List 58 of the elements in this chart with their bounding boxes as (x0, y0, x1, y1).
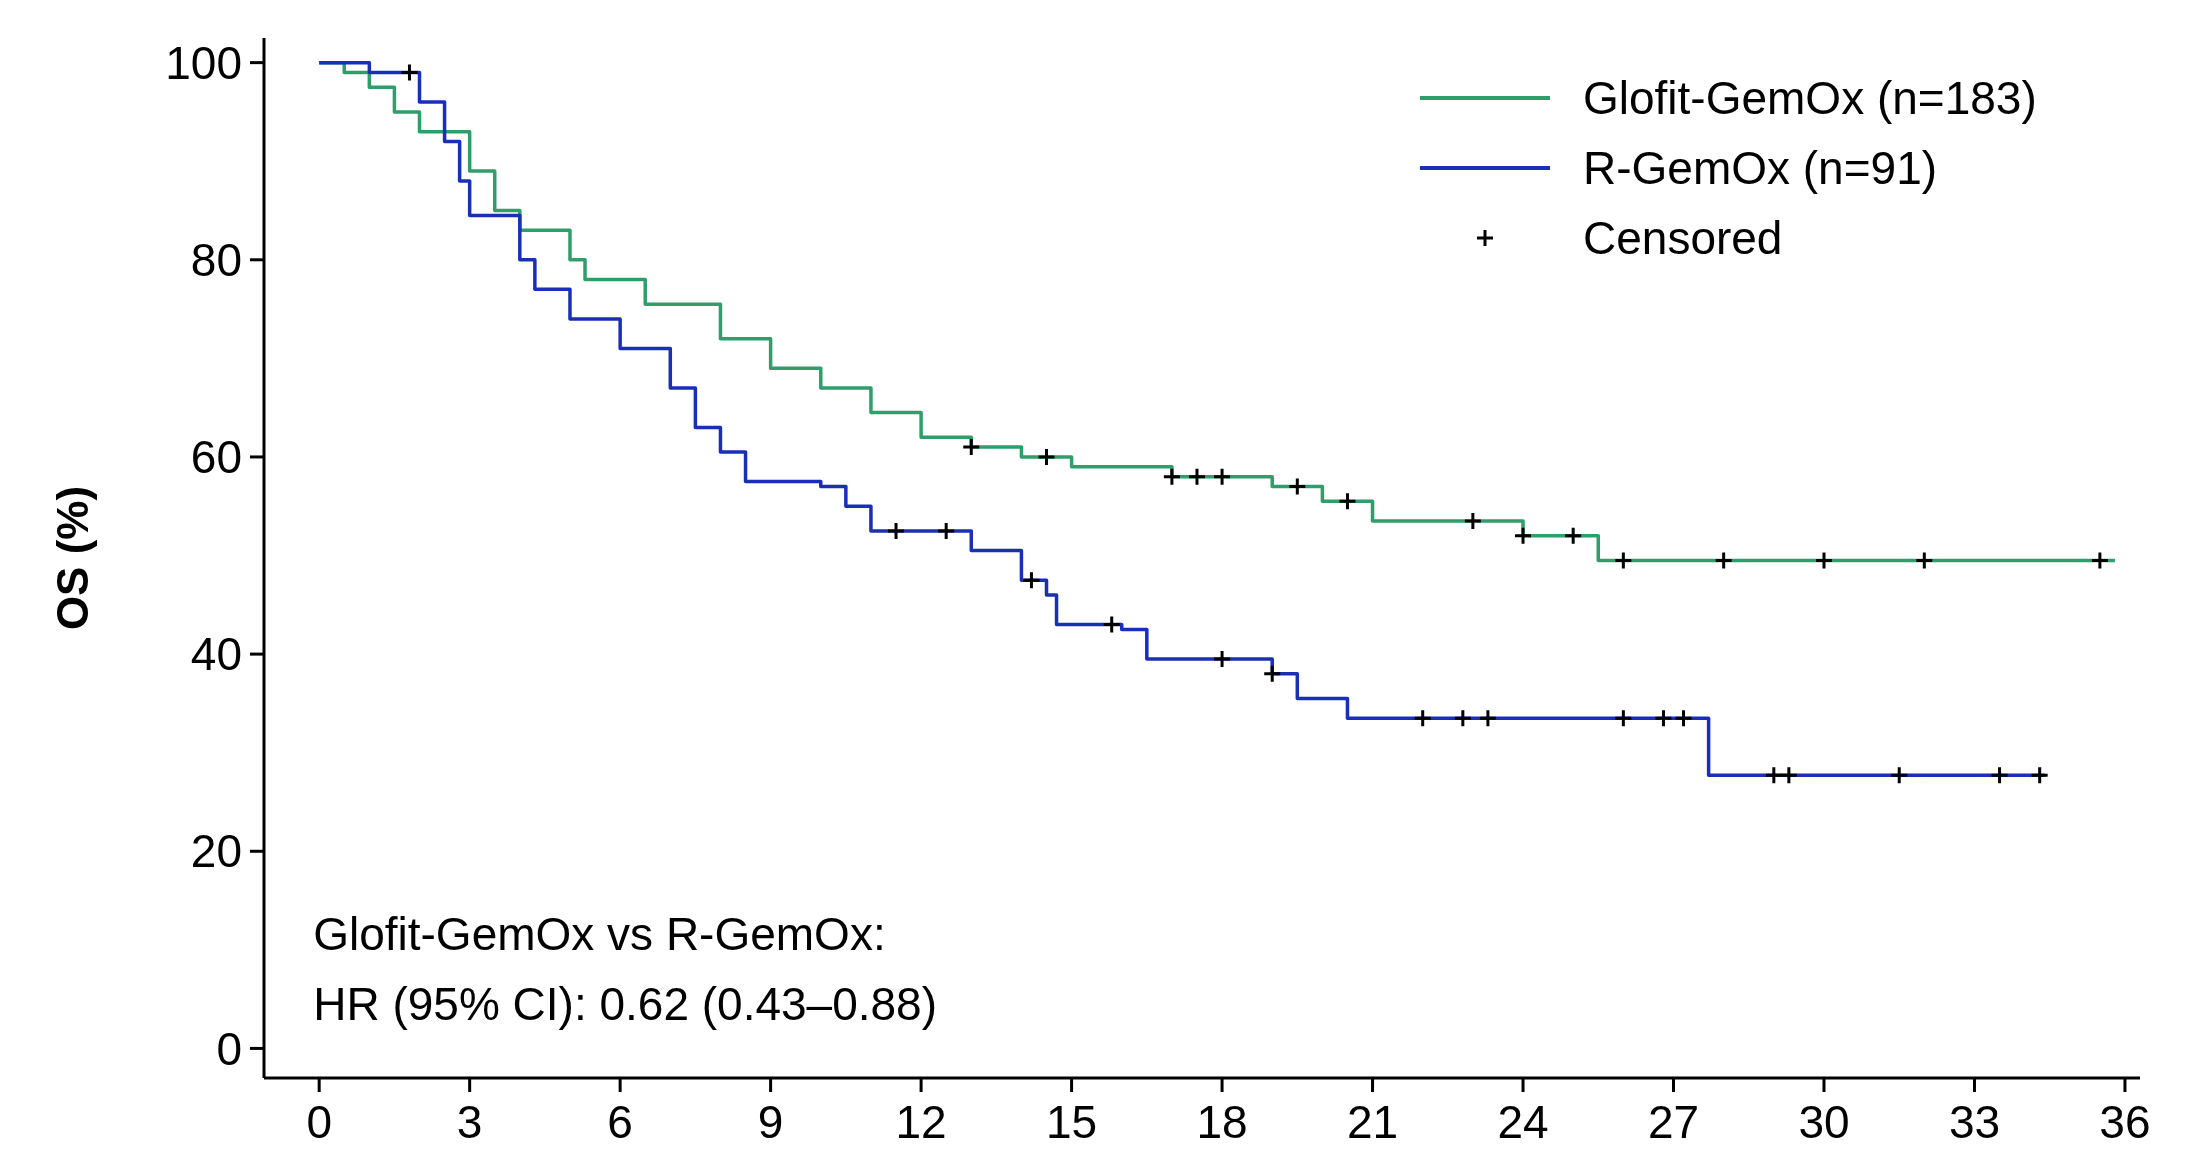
point (1287, 477, 1307, 497)
point (1613, 550, 1633, 570)
y-tick-label: 60 (190, 431, 242, 484)
legend-label: R-GemOx (n=91) (1583, 142, 1938, 195)
point (1453, 708, 1473, 728)
x-tick-label: 0 (306, 1096, 332, 1148)
point (886, 521, 906, 541)
x-tick-label: 36 (2099, 1096, 2151, 1148)
point (1513, 526, 1533, 546)
point (961, 437, 981, 457)
point (1814, 550, 1834, 570)
point (399, 63, 419, 82)
point (1212, 649, 1232, 669)
point (1463, 511, 1483, 531)
x-tick-label: 21 (1346, 1096, 1399, 1148)
point (1337, 491, 1357, 511)
y-axis-title: OS (%) (48, 485, 97, 631)
x-tick-label: 6 (607, 1096, 633, 1148)
point (1037, 447, 1056, 467)
legend-label: Censored (1583, 212, 1783, 265)
point (2030, 765, 2050, 785)
y-tick-label: 80 (190, 233, 242, 286)
x-tick-label: 12 (895, 1096, 947, 1148)
point (1714, 550, 1734, 570)
legend-label: Glofit-GemOx (n=183) (1583, 72, 2037, 125)
point (2090, 550, 2110, 570)
point (1413, 708, 1433, 728)
x-tick-label: 9 (757, 1096, 784, 1148)
y-tick-label: 100 (165, 36, 242, 89)
x-tick-label: 24 (1497, 1096, 1549, 1148)
point (1764, 765, 1784, 785)
x-tick-label: 18 (1196, 1096, 1248, 1148)
point (1478, 708, 1498, 728)
point (1674, 708, 1694, 728)
annotation: HR (95% CI): 0.62 (0.43–0.88) (313, 977, 938, 1030)
x-tick-label: 3 (456, 1096, 483, 1148)
point (936, 521, 956, 541)
point (1653, 708, 1673, 728)
point (1102, 615, 1122, 635)
y-tick-label: 20 (190, 825, 242, 878)
point (1613, 708, 1633, 728)
y-tick-label: 0 (216, 1022, 242, 1075)
point (1262, 664, 1282, 684)
x-tick-label: 15 (1046, 1096, 1098, 1148)
x-tick-label: 33 (1948, 1096, 2001, 1148)
x-tick-label: 30 (1798, 1096, 1850, 1148)
annotation: Glofit-GemOx vs R-GemOx: (313, 907, 886, 960)
point (1021, 570, 1041, 590)
point (1162, 467, 1182, 487)
point (1212, 467, 1232, 487)
point (1779, 765, 1799, 785)
point (1563, 526, 1583, 546)
point (1187, 467, 1207, 487)
x-tick-label: 27 (1647, 1096, 1700, 1148)
y-tick-label: 40 (190, 628, 242, 681)
point (1914, 550, 1934, 570)
point (1990, 765, 2010, 785)
point (1889, 765, 1909, 785)
